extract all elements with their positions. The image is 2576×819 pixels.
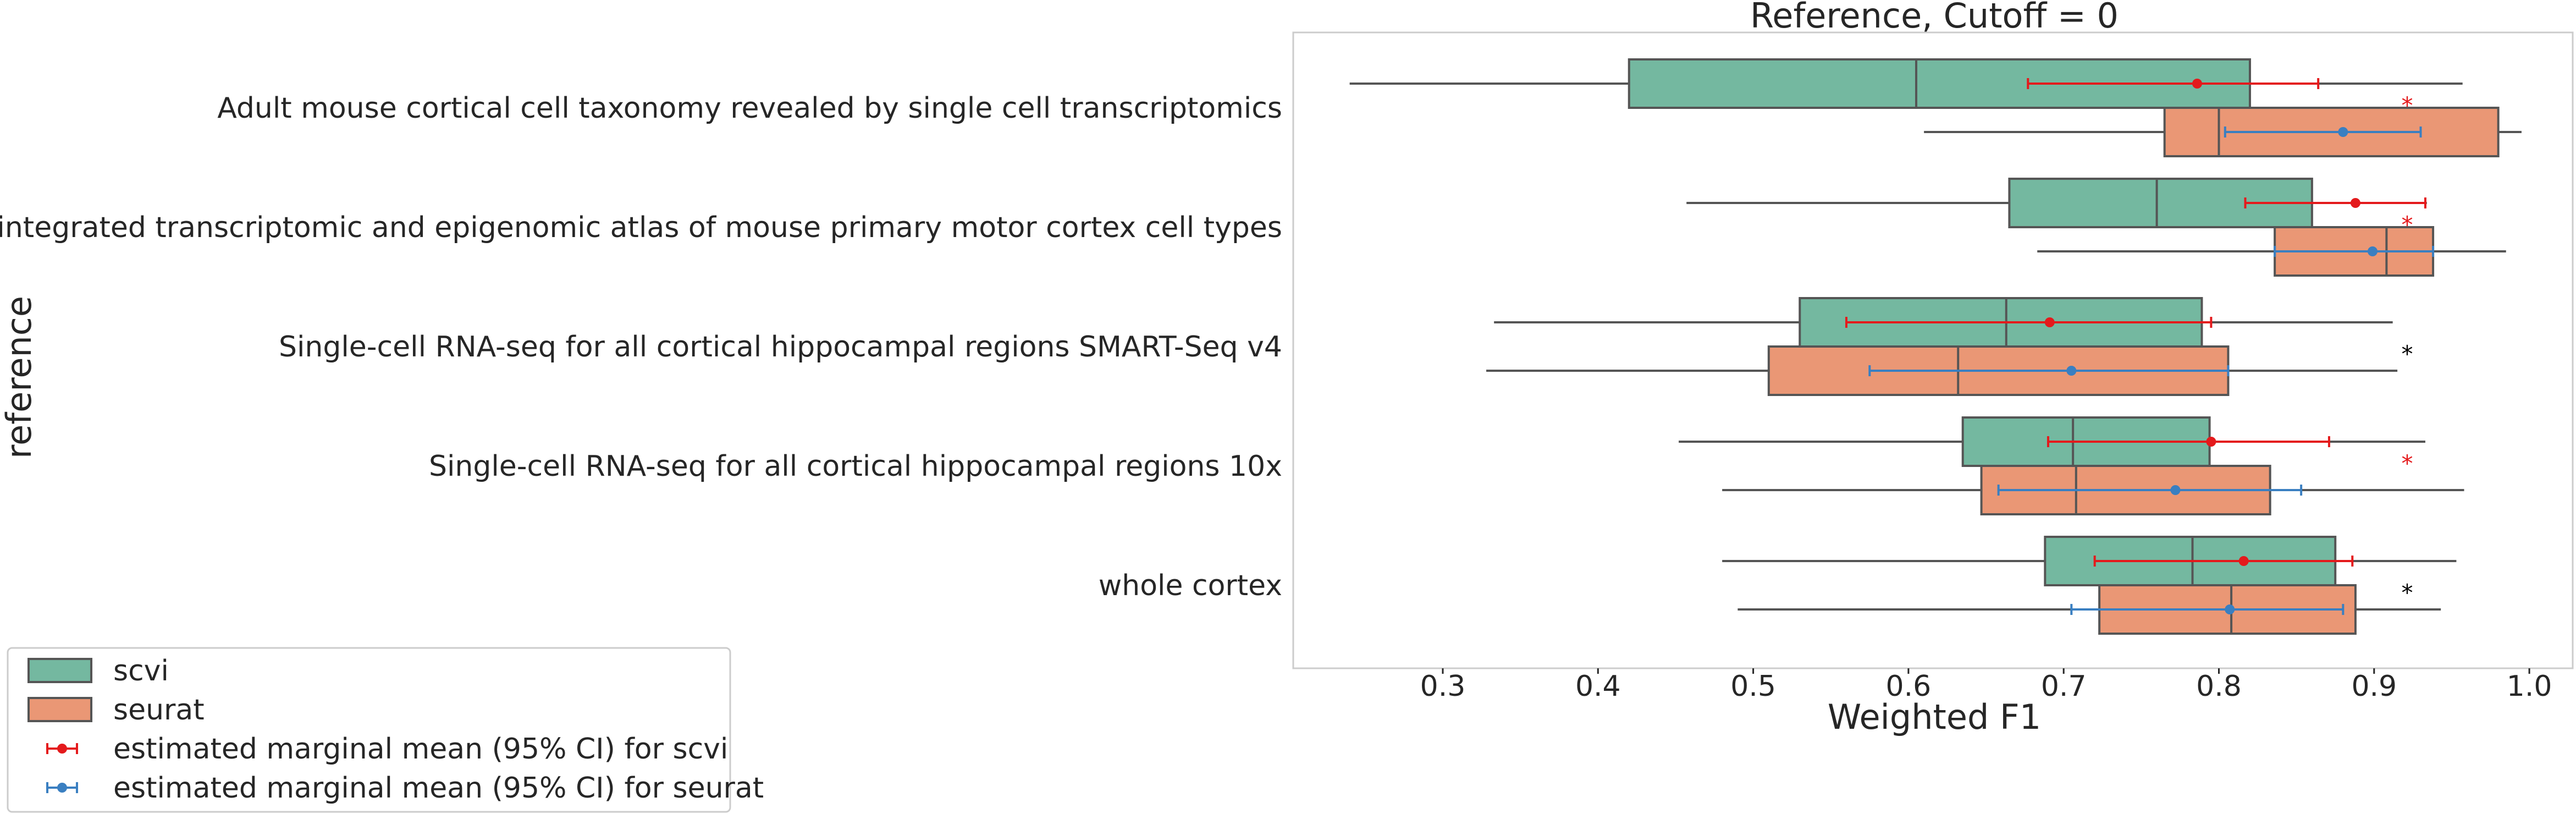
mean-point-scvi	[2192, 79, 2202, 89]
boxes-layer	[1628, 58, 2500, 635]
x-tick-label: 0.3	[1420, 670, 1466, 703]
marginal-mean-layer	[1845, 78, 2435, 615]
significance-star: *	[2402, 211, 2413, 238]
x-tick-label: 0.8	[2196, 670, 2242, 703]
x-tick-label: 0.6	[1886, 670, 1932, 703]
legend-label-estimated-marginal-mean-95-ci-for-seurat: estimated marginal mean (95% CI) for seu…	[113, 772, 764, 805]
mean-point-seurat	[2338, 127, 2348, 137]
mean-point-scvi	[2238, 556, 2249, 566]
significance-star: *	[2402, 92, 2413, 119]
significance-star: *	[2402, 450, 2413, 477]
legend-label-estimated-marginal-mean-95-ci-for-scvi: estimated marginal mean (95% CI) for scv…	[113, 733, 728, 766]
category-labels: Adult mouse cortical cell taxonomy revea…	[0, 92, 1282, 602]
mean-point-scvi	[2206, 437, 2216, 447]
mean-point-seurat	[2170, 485, 2181, 495]
significance-star: *	[2402, 340, 2413, 367]
x-axis-ticks: 0.3 0.4 0.5 0.6 0.7 0.8 0.9 1.0	[1420, 668, 2552, 703]
y-axis-title: reference	[0, 296, 39, 459]
x-tick-label: 0.7	[2041, 670, 2087, 703]
mean-point-seurat	[2367, 246, 2378, 256]
legend-ci-point	[57, 744, 67, 754]
x-axis-title: Weighted F1	[1828, 697, 2041, 737]
x-tick-label: 0.5	[1730, 670, 1776, 703]
mean-point-scvi	[2044, 317, 2055, 327]
plot-area-frame	[1292, 31, 2574, 669]
category-label: Single-cell RNA-seq for all cortical hip…	[279, 331, 1282, 364]
significance-star: *	[2402, 579, 2413, 606]
legend-label-scvi: scvi	[113, 655, 169, 688]
mean-point-seurat	[2066, 366, 2077, 376]
legend-ci-point	[57, 783, 67, 793]
category-label: whole cortex	[1099, 569, 1282, 602]
category-label: Single-cell RNA-seq for all cortical hip…	[429, 450, 1282, 483]
legend: scvi seurat estimated marginal mean (95% C…	[7, 647, 764, 813]
legend-swatch-scvi	[27, 658, 92, 683]
legend-swatch-seurat	[27, 697, 92, 722]
legend-frame	[7, 647, 731, 813]
category-label: Adult mouse cortical cell taxonomy revea…	[217, 92, 1282, 125]
x-tick-label: 1.0	[2507, 670, 2552, 703]
mean-point-scvi	[2350, 198, 2360, 208]
x-tick-label: 0.9	[2351, 670, 2397, 703]
category-label: An integrated transcriptomic and epigeno…	[0, 211, 1282, 244]
significance-markers: * * * * *	[2402, 92, 2413, 606]
mean-point-seurat	[2225, 604, 2235, 614]
x-tick-label: 0.4	[1575, 670, 1621, 703]
legend-label-seurat: seurat	[113, 694, 205, 727]
chart-title: Reference, Cutoff = 0	[1750, 0, 2119, 36]
